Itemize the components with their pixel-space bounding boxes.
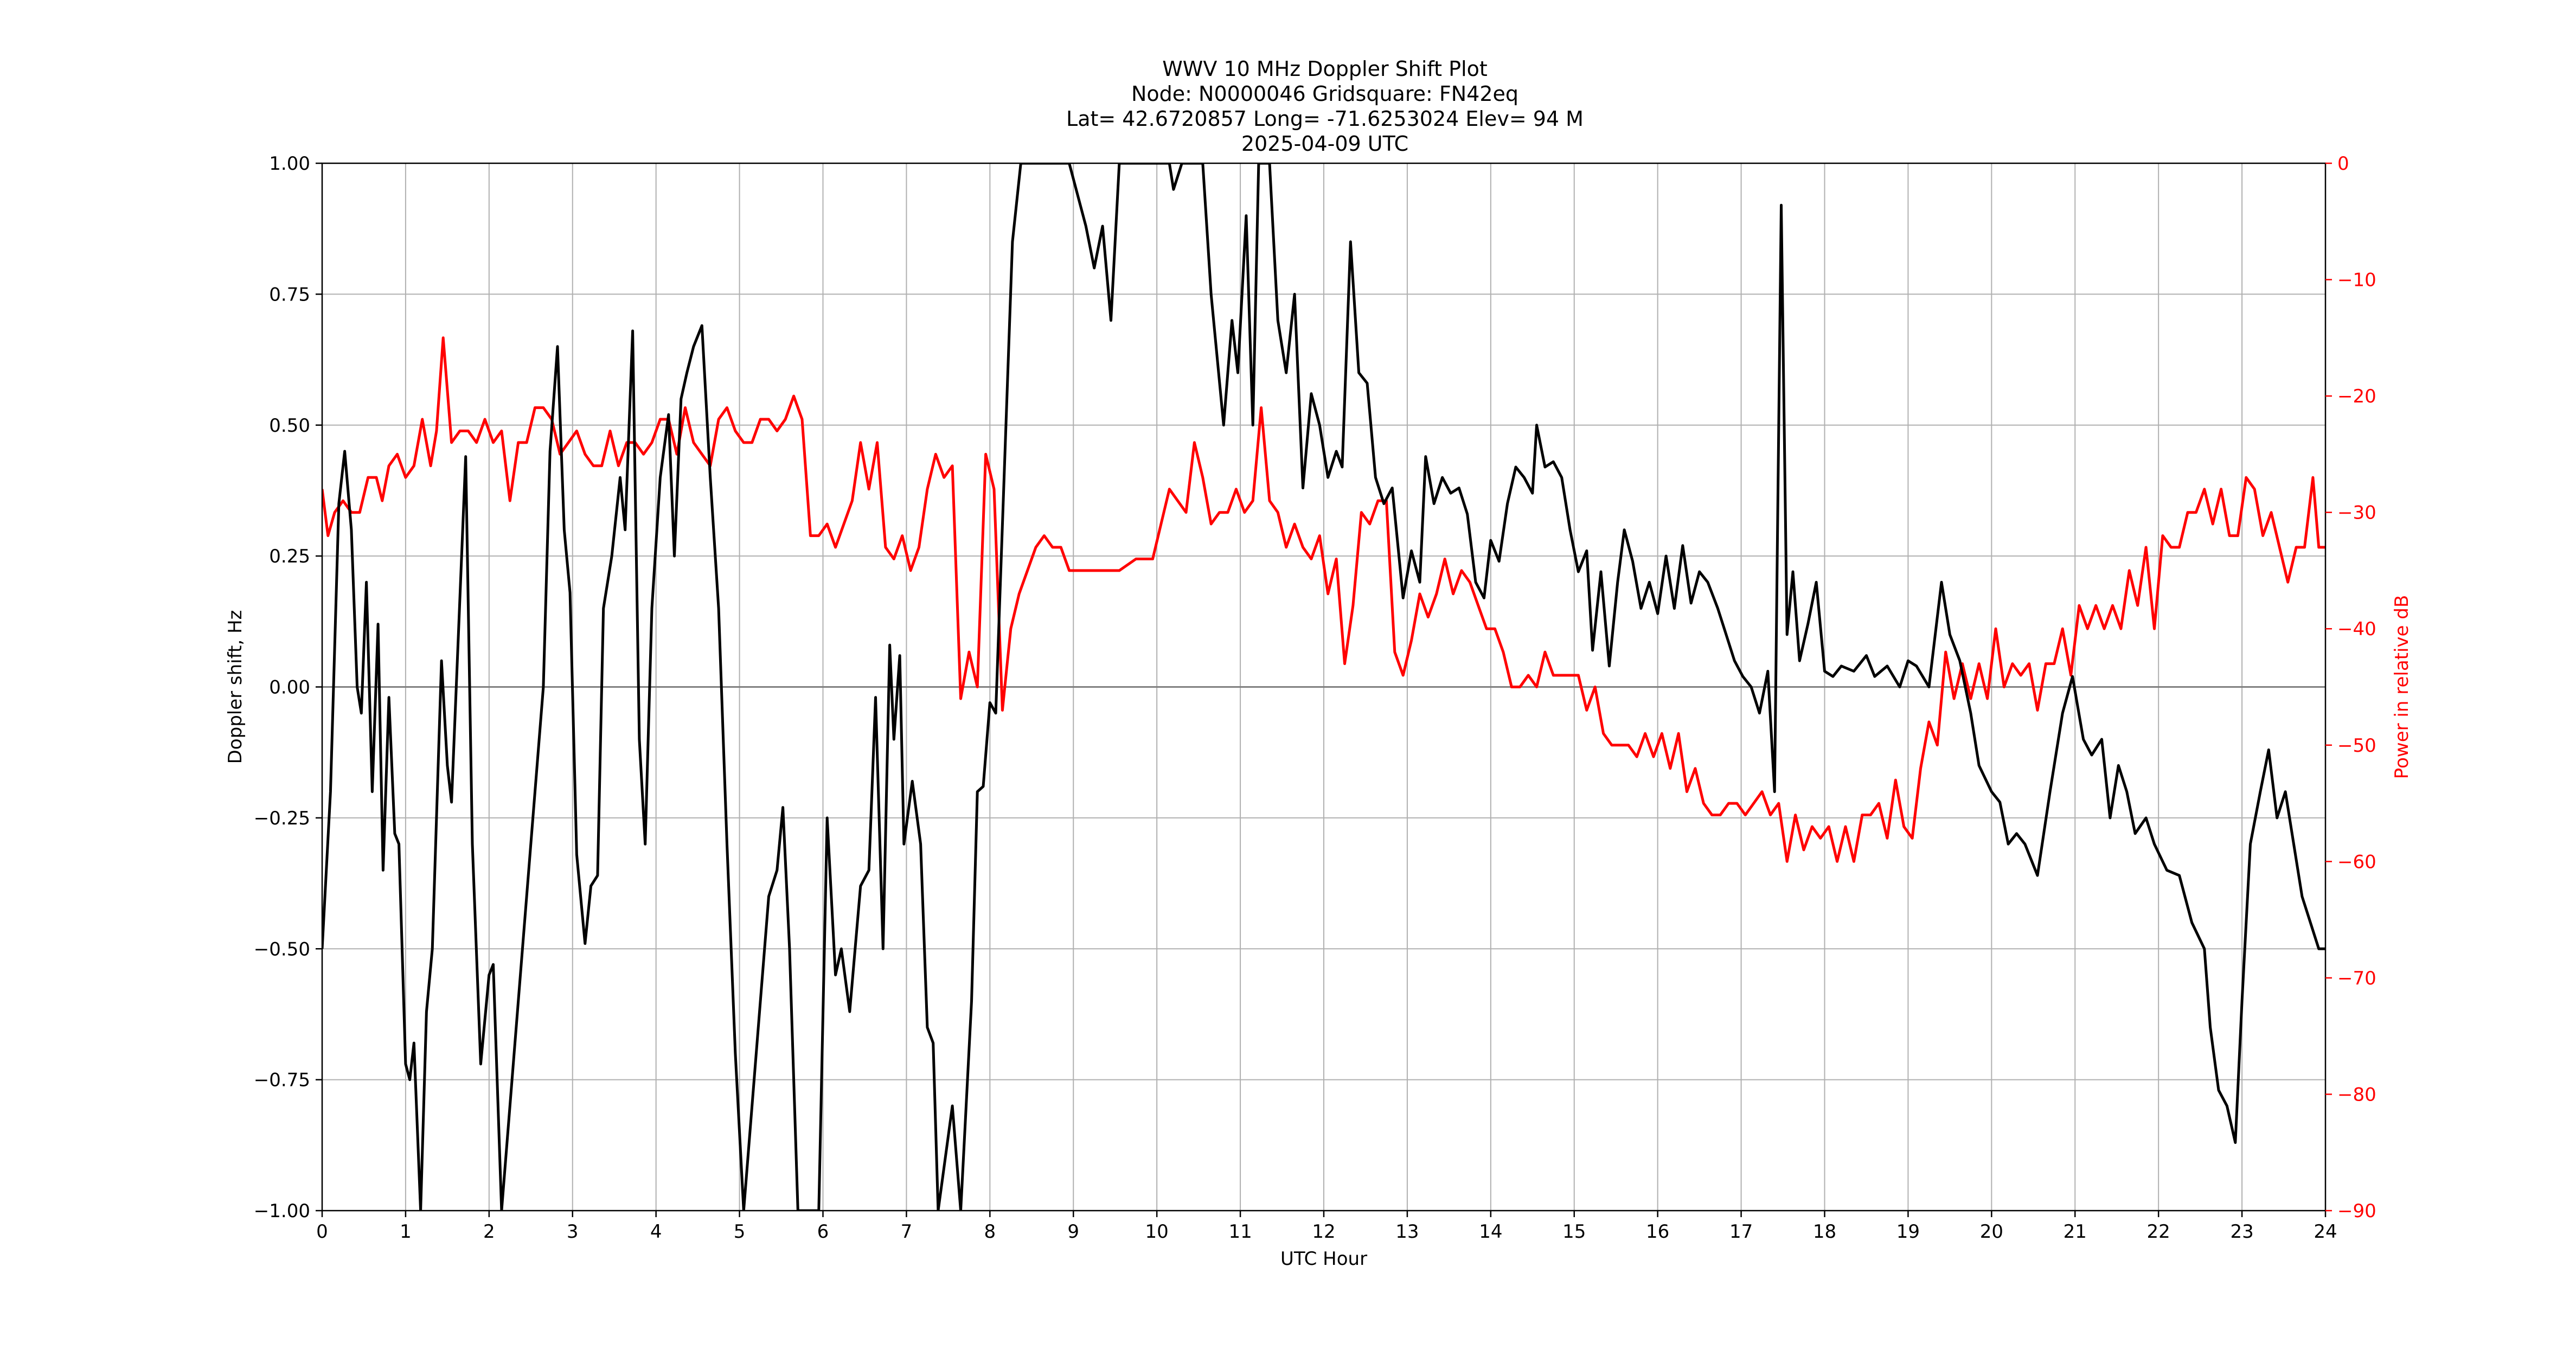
x-tick-label: 5 [734, 1221, 746, 1243]
right-y-tick-label: −40 [2337, 618, 2376, 640]
x-tick-label: 10 [1145, 1221, 1169, 1243]
x-tick-label: 0 [316, 1221, 328, 1243]
x-tick-label: 7 [901, 1221, 913, 1243]
title-line-2: Node: N0000046 Gridsquare: FN42eq [1131, 82, 1518, 106]
x-tick-label: 4 [650, 1221, 662, 1243]
right-y-tick-label: −20 [2337, 386, 2376, 407]
left-y-axis-label: Doppler shift, Hz [225, 610, 246, 764]
right-y-tick-label: −80 [2337, 1084, 2376, 1105]
x-tick-label: 8 [984, 1221, 996, 1243]
right-y-tick-label: −50 [2337, 735, 2376, 757]
title-line-4: 2025-04-09 UTC [1241, 132, 1408, 156]
chart-title: WWV 10 MHz Doppler Shift Plot Node: N000… [1066, 57, 1584, 156]
right-y-axis-ticks: 0 −10 −20 −30 −40 −50 −60 −70 −80 −90 [2325, 153, 2376, 1222]
left-y-tick-label: 0.00 [269, 677, 310, 699]
power-series-line [322, 336, 2325, 863]
x-tick-label: 12 [1312, 1221, 1335, 1243]
x-tick-label: 24 [2314, 1221, 2337, 1243]
right-y-tick-label: −30 [2337, 502, 2376, 524]
right-y-tick-label: −90 [2337, 1200, 2376, 1222]
left-y-tick-label: 1.00 [269, 153, 310, 175]
right-y-tick-label: 0 [2337, 153, 2349, 175]
x-tick-label: 6 [817, 1221, 829, 1243]
left-y-tick-label: −0.25 [254, 808, 310, 829]
x-tick-label: 19 [1896, 1221, 1920, 1243]
x-axis-ticks: 0 1 2 3 4 5 6 7 8 9 10 11 12 13 14 15 16 17 18 19 20 21 22 23 24 [316, 1211, 2337, 1243]
x-tick-label: 22 [2147, 1221, 2170, 1243]
x-tick-label: 1 [400, 1221, 412, 1243]
left-y-tick-label: −0.50 [254, 938, 310, 960]
x-tick-label: 23 [2230, 1221, 2253, 1243]
x-tick-label: 16 [1646, 1221, 1669, 1243]
left-y-tick-label: 0.50 [269, 415, 310, 437]
right-y-tick-label: −10 [2337, 270, 2376, 291]
x-tick-label: 18 [1813, 1221, 1836, 1243]
title-line-3: Lat= 42.6720857 Long= -71.6253024 Elev= … [1066, 107, 1584, 131]
x-tick-label: 20 [1980, 1221, 2003, 1243]
left-y-tick-label: 0.25 [269, 546, 310, 567]
left-y-tick-label: −0.75 [254, 1070, 310, 1091]
x-tick-label: 17 [1729, 1221, 1753, 1243]
x-tick-label: 3 [567, 1221, 579, 1243]
x-tick-label: 14 [1479, 1221, 1502, 1243]
doppler-series-line [322, 163, 2325, 1211]
x-tick-label: 2 [483, 1221, 495, 1243]
x-axis-label: UTC Hour [1280, 1248, 1367, 1270]
left-y-tick-label: −1.00 [254, 1200, 310, 1222]
x-tick-label: 13 [1395, 1221, 1419, 1243]
right-y-axis-label: Power in relative dB [2391, 595, 2413, 779]
x-tick-label: 21 [2064, 1221, 2087, 1243]
right-y-tick-label: −60 [2337, 851, 2376, 873]
left-y-axis-ticks: 1.00 0.75 0.50 0.25 0.00 −0.25 −0.50 −0.75 −1.00 [254, 153, 322, 1222]
left-y-tick-label: 0.75 [269, 284, 310, 305]
x-tick-label: 9 [1067, 1221, 1079, 1243]
plot-area [322, 163, 2325, 1211]
x-tick-label: 11 [1228, 1221, 1252, 1243]
x-tick-label: 15 [1562, 1221, 1586, 1243]
right-y-tick-label: −70 [2337, 968, 2376, 989]
title-line-1: WWV 10 MHz Doppler Shift Plot [1162, 57, 1488, 81]
